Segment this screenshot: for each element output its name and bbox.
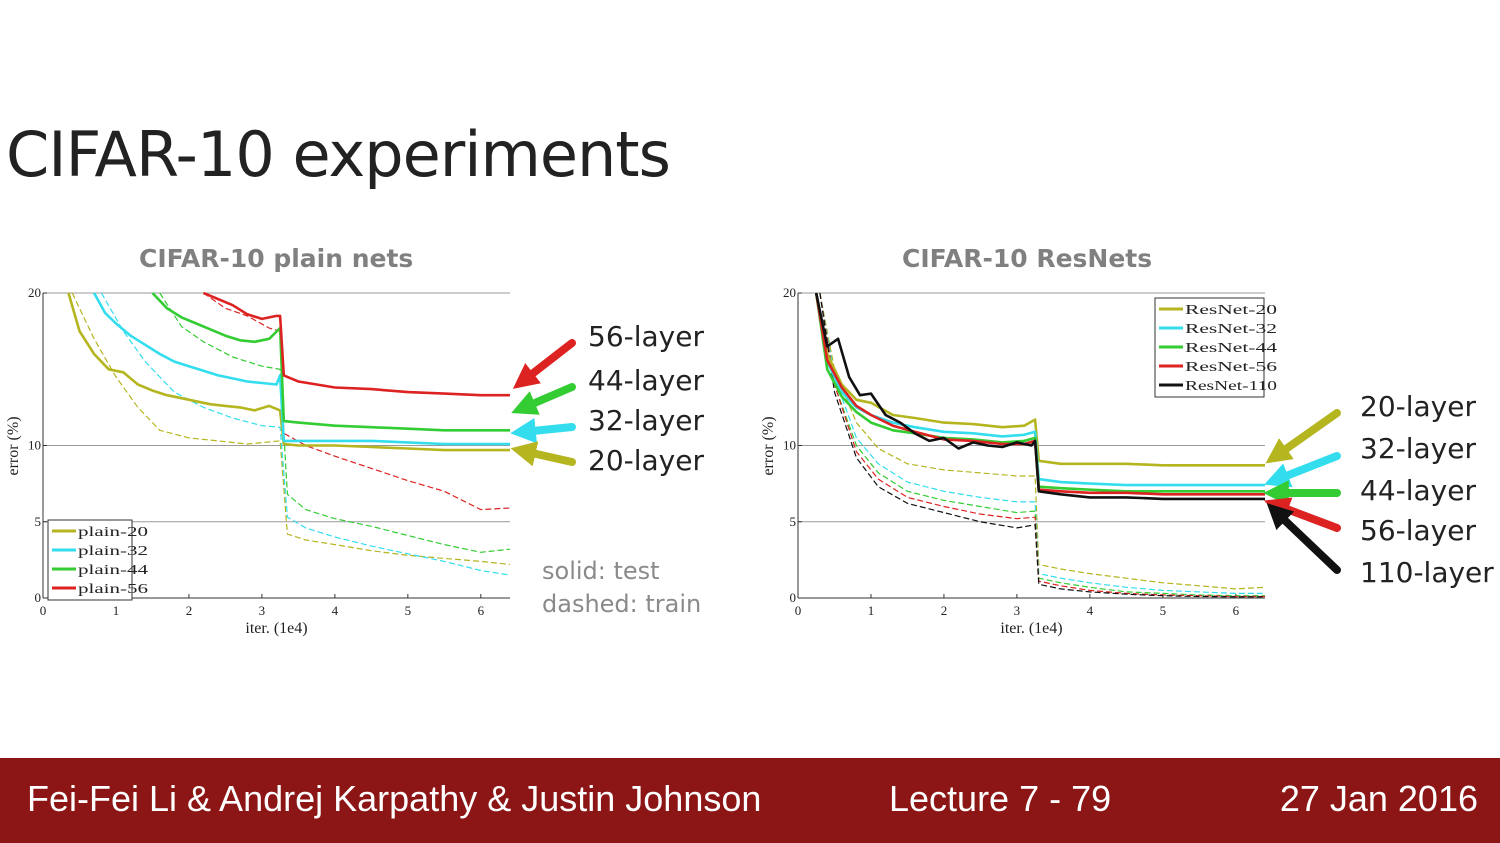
series-line-resnet-20-train bbox=[819, 292, 1265, 590]
series-line-plain-20-train bbox=[71, 292, 510, 566]
annotation-label: 32-layer bbox=[1360, 432, 1476, 465]
footer-authors: Fei-Fei Li & Andrej Karpathy & Justin Jo… bbox=[27, 778, 762, 819]
y-tick-label: 5 bbox=[790, 514, 797, 529]
x-tick-label: 1 bbox=[113, 603, 120, 618]
series-line-resnet-110-train bbox=[819, 292, 1265, 598]
annotation-arrow bbox=[1265, 409, 1341, 464]
series-line-plain-20 bbox=[67, 292, 510, 452]
series-line-resnet-56-train bbox=[819, 292, 1265, 598]
annotation-label: 56-layer bbox=[1360, 514, 1476, 547]
series-line-resnet-32-train bbox=[819, 292, 1265, 595]
series-line-plain-56 bbox=[202, 292, 510, 397]
chart-title-plain-nets: CIFAR-10 plain nets bbox=[139, 244, 414, 273]
chart-0: 0 1 2 3 4 5 6 0 5 10 20 iter. (1e4) error (%) plain-2… bbox=[5, 285, 704, 637]
y-tick-label: 0 bbox=[790, 590, 797, 605]
annotation-arrow bbox=[510, 417, 576, 444]
x-tick-label: 4 bbox=[332, 603, 339, 618]
series-line-plain-44 bbox=[151, 292, 510, 432]
chart-title-resnets: CIFAR-10 ResNets bbox=[902, 244, 1153, 273]
series-line-resnet-44-train bbox=[819, 292, 1265, 597]
legend: plain-20 plain-32 plain-44 plain-56 bbox=[47, 519, 148, 601]
y-tick-label: 10 bbox=[783, 438, 796, 453]
y-axis-label: error (%) bbox=[760, 416, 777, 475]
chart-1: 0 1 2 3 4 5 6 0 5 10 20 iter. (1e4) error (%) ResNet-… bbox=[760, 285, 1494, 637]
x-tick-label: 5 bbox=[1160, 603, 1167, 618]
x-tick-label: 2 bbox=[186, 603, 193, 618]
legend-label: ResNet-56 bbox=[1185, 360, 1277, 375]
y-tick-label: 20 bbox=[28, 285, 41, 300]
footer-lecture: Lecture 7 - 79 bbox=[889, 778, 1112, 819]
x-tick-label: 2 bbox=[941, 603, 948, 618]
annotation-label: 44-layer bbox=[588, 364, 704, 397]
y-tick-label: 10 bbox=[28, 438, 41, 453]
series-line-plain-32-train bbox=[100, 292, 510, 576]
x-tick-label: 4 bbox=[1087, 603, 1094, 618]
annotation-label: 56-layer bbox=[588, 320, 704, 353]
x-tick-label: 0 bbox=[795, 603, 802, 618]
y-tick-label: 5 bbox=[35, 514, 42, 529]
x-tick-label: 0 bbox=[40, 603, 47, 618]
legend-label: ResNet-110 bbox=[1185, 379, 1277, 394]
series-line-plain-56-train bbox=[203, 292, 510, 511]
x-tick-label: 5 bbox=[405, 603, 412, 618]
annotation-arrow bbox=[1264, 452, 1341, 488]
series-line-resnet-44 bbox=[814, 292, 1265, 493]
legend-label: plain-20 bbox=[78, 525, 148, 540]
annotation-label: 44-layer bbox=[1360, 474, 1476, 507]
x-tick-label: 1 bbox=[868, 603, 875, 618]
x-tick-label: 3 bbox=[259, 603, 266, 618]
note-solid-test: solid: test bbox=[542, 557, 660, 585]
legend-label: ResNet-44 bbox=[1185, 341, 1277, 356]
footer-bar: Fei-Fei Li & Andrej Karpathy & Justin Jo… bbox=[0, 758, 1500, 843]
legend-label: ResNet-32 bbox=[1185, 322, 1277, 337]
annotation-arrow bbox=[512, 339, 576, 389]
annotation-arrow bbox=[510, 441, 576, 467]
annotation-label: 32-layer bbox=[588, 404, 704, 437]
x-tick-label: 3 bbox=[1014, 603, 1021, 618]
annotation-label: 20-layer bbox=[1360, 390, 1476, 423]
y-tick-label: 0 bbox=[35, 590, 42, 605]
annotation-arrow bbox=[511, 383, 576, 415]
x-tick-label: 6 bbox=[1233, 603, 1240, 618]
series-line-plain-44-train bbox=[159, 292, 510, 553]
series-line-resnet-20 bbox=[814, 292, 1265, 467]
footer-date: 27 Jan 2016 bbox=[1279, 778, 1478, 819]
series-line-resnet-110 bbox=[814, 292, 1265, 501]
y-tick-label: 20 bbox=[783, 285, 796, 300]
y-axis-label: error (%) bbox=[5, 416, 22, 475]
x-axis-label: iter. (1e4) bbox=[1000, 620, 1062, 637]
legend-label: plain-32 bbox=[78, 544, 148, 559]
series-line-plain-32 bbox=[92, 292, 510, 446]
slide-title: CIFAR-10 experiments bbox=[6, 118, 671, 191]
note-dashed-train: dashed: train bbox=[542, 590, 702, 618]
legend-label: plain-44 bbox=[78, 563, 148, 578]
legend: ResNet-20 ResNet-32 ResNet-44 ResNet-56 ResN… bbox=[1154, 297, 1277, 398]
legend-label: plain-56 bbox=[78, 582, 148, 597]
annotation-label: 110-layer bbox=[1360, 556, 1494, 589]
x-tick-label: 6 bbox=[478, 603, 485, 618]
legend-label: ResNet-20 bbox=[1185, 303, 1277, 318]
x-axis-label: iter. (1e4) bbox=[245, 620, 307, 637]
annotation-arrow bbox=[1266, 503, 1341, 574]
annotation-label: 20-layer bbox=[588, 444, 704, 477]
